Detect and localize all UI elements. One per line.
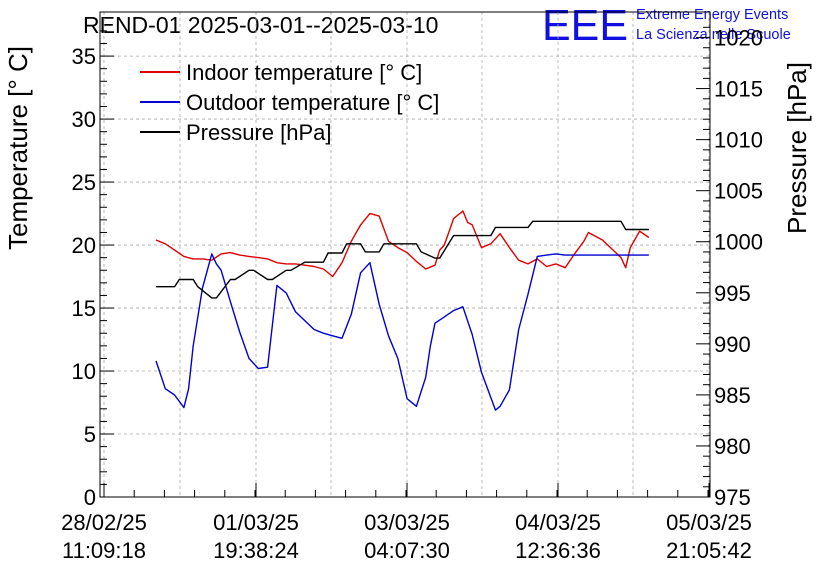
- x-tick-time: 12:36:36: [515, 538, 601, 563]
- y-right-tick-label: 1010: [714, 128, 763, 153]
- logo-line1: Extreme Energy Events: [636, 7, 788, 23]
- x-tick-date: 04/03/25: [515, 510, 601, 535]
- y-axis-right-title: Pressure [hPa]: [782, 62, 812, 234]
- plot-frame: [99, 11, 711, 498]
- y-left-tick-label: 5: [84, 422, 96, 447]
- y-right-tick-label: 985: [714, 383, 751, 408]
- x-tick-date: 05/03/25: [666, 510, 752, 535]
- y-left-tick-label: 20: [72, 233, 96, 258]
- y-left-tick-label: 35: [72, 44, 96, 69]
- y-right-tick-label: 1005: [714, 179, 763, 204]
- axes-layer: 0510152025303597598098599099510001005101…: [61, 11, 763, 563]
- y-axis-left-title: Temperature [° C]: [3, 46, 33, 250]
- series-line-2: [156, 220, 649, 299]
- x-tick-date: 03/03/25: [364, 510, 450, 535]
- y-right-tick-label: 975: [714, 485, 751, 510]
- legend: Indoor temperature [° C] Outdoor temperat…: [140, 60, 439, 145]
- y-right-tick-label: 1000: [714, 230, 763, 255]
- legend-label-0: Indoor temperature [° C]: [186, 60, 422, 85]
- logo-mark: EEE: [542, 1, 628, 50]
- x-tick-date: 01/03/25: [213, 510, 299, 535]
- x-tick-time: 11:09:18: [62, 538, 146, 563]
- y-left-tick-label: 25: [72, 170, 96, 195]
- y-left-tick-label: 0: [84, 485, 96, 510]
- series-layer: [155, 210, 650, 411]
- y-left-tick-label: 15: [72, 296, 96, 321]
- legend-label-2: Pressure [hPa]: [186, 120, 332, 145]
- x-tick-date: 28/02/25: [61, 510, 147, 535]
- y-right-tick-label: 1020: [714, 26, 763, 51]
- x-tick-time: 04:07:30: [364, 538, 450, 563]
- x-tick-time: 19:38:24: [213, 538, 299, 563]
- y-left-tick-label: 10: [72, 359, 96, 384]
- y-right-tick-label: 995: [714, 281, 751, 306]
- y-right-tick-label: 990: [714, 332, 751, 357]
- series-line-1: [155, 253, 649, 411]
- logo-line2: La Scienza nelle Scuole: [636, 27, 791, 43]
- y-right-tick-label: 980: [714, 434, 751, 459]
- series-line-0: [155, 210, 650, 278]
- y-right-tick-label: 1015: [714, 77, 763, 102]
- y-left-tick-label: 30: [72, 107, 96, 132]
- x-tick-time: 21:05:42: [666, 538, 752, 563]
- eee-logo: EEE Extreme Energy Events La Scienza nel…: [542, 1, 791, 50]
- chart-title: REND-01 2025-03-01--2025-03-10: [83, 12, 438, 38]
- legend-label-1: Outdoor temperature [° C]: [186, 90, 439, 115]
